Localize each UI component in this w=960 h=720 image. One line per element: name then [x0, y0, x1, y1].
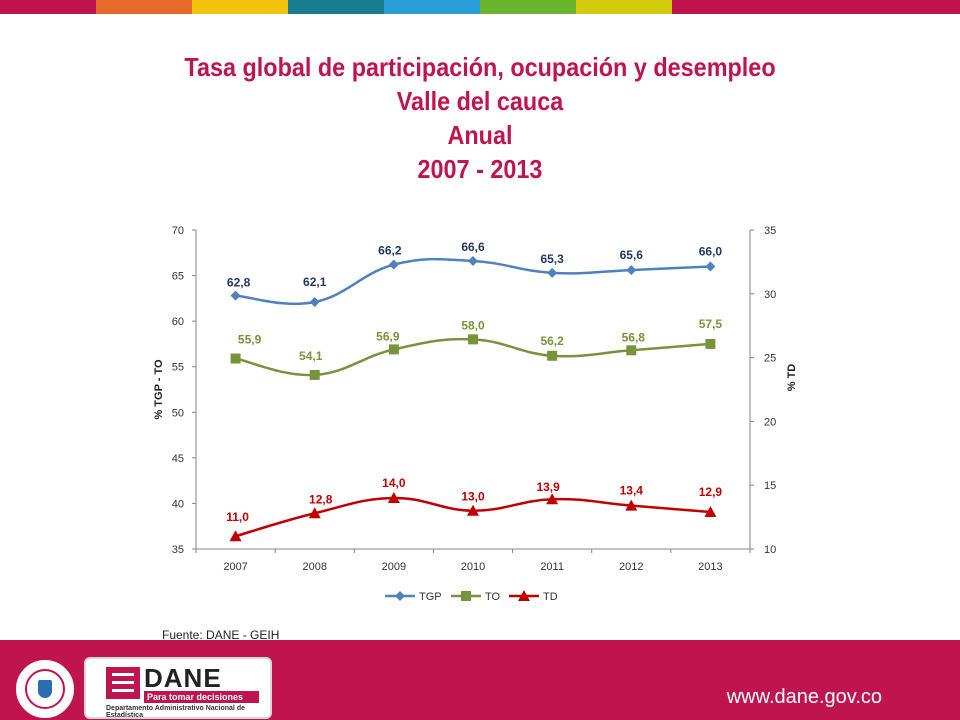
colombia-seal-logo: [14, 658, 76, 720]
slide-title: Tasa global de participación, ocupación …: [0, 50, 960, 186]
top-stripe: [480, 0, 576, 14]
top-stripe: [192, 0, 288, 14]
data-label-td: 12,9: [699, 485, 723, 499]
top-stripe: [672, 0, 768, 14]
point-td: [704, 505, 717, 517]
right-axis-title: % TD: [786, 364, 798, 392]
line-chart: 35 40 45 50 55 60 65 70 10 15 20 25 30 35 2007 2008 2009…: [153, 225, 798, 603]
legend-entry-to: TO: [485, 591, 501, 603]
left-tick-label: 50: [172, 407, 184, 419]
title-line-1: Tasa global de participación, ocupación …: [184, 52, 776, 82]
left-tick-label: 55: [172, 362, 184, 374]
data-label-to: 56,9: [376, 329, 400, 343]
point-to: [626, 345, 637, 356]
point-td: [467, 504, 479, 516]
x-tick-label: 2013: [698, 561, 722, 573]
title-line-4: 2007 - 2013: [417, 154, 543, 184]
top-stripe: [96, 0, 192, 14]
point-tgp: [388, 259, 399, 270]
point-to: [230, 353, 241, 364]
data-label-tgp: 66,0: [699, 244, 723, 258]
dane-logo-tagline: Para tomar decisiones: [144, 691, 259, 703]
data-label-to: 55,9: [238, 333, 262, 347]
dane-logo-word: DANE: [144, 663, 222, 693]
left-tick-label: 60: [172, 316, 184, 328]
data-label-to: 58,0: [461, 318, 485, 332]
left-axis-title: % TGP - TO: [153, 359, 165, 420]
point-tgp: [626, 265, 637, 276]
data-label-to: 57,5: [699, 317, 723, 331]
shield-icon: [38, 680, 52, 698]
data-label-tgp: 65,6: [620, 248, 644, 262]
legend-marker-tgp: [395, 591, 405, 601]
point-tgp: [705, 261, 716, 272]
left-tick-label: 35: [172, 544, 184, 556]
x-tick-label: 2010: [461, 561, 485, 573]
data-label-to: 56,8: [622, 330, 646, 344]
point-to: [705, 338, 716, 349]
left-tick-label: 45: [172, 453, 184, 465]
top-color-bar: [0, 0, 960, 14]
data-label-tgp: 62,1: [303, 275, 327, 289]
legend-entry-td: TD: [543, 591, 558, 603]
x-tick-label: 2007: [223, 561, 247, 573]
point-to: [547, 350, 558, 361]
right-tick-label: 35: [764, 225, 776, 237]
dane-logo-subtitle: Departamento Administrativo Nacional de …: [106, 705, 245, 719]
right-tick-label: 30: [764, 289, 776, 301]
dane-logo[interactable]: DANE Para tomar decisiones Departamento …: [84, 657, 272, 719]
data-label-tgp: 66,2: [378, 244, 402, 258]
top-stripe: [0, 0, 96, 14]
point-td: [387, 491, 400, 503]
right-tick-label: 20: [764, 416, 776, 428]
title-line-2: Valle del cauca: [396, 86, 564, 116]
x-tick-label: 2012: [619, 561, 643, 573]
point-td: [546, 493, 559, 505]
point-td: [308, 507, 321, 519]
point-tgp: [468, 255, 478, 266]
point-td: [625, 499, 638, 511]
point-tgp: [309, 297, 320, 308]
data-label-tgp: 66,6: [461, 240, 485, 254]
point-td: [229, 530, 242, 542]
data-label-to: 56,2: [540, 334, 564, 348]
seal-ring: [25, 669, 65, 709]
data-label-td: 13,0: [461, 490, 485, 504]
data-label-td: 12,8: [309, 492, 333, 506]
x-tick-label: 2011: [540, 561, 564, 573]
right-tick-label: 10: [764, 544, 776, 556]
data-label-td: 11,0: [226, 510, 249, 524]
data-label-td: 13,9: [536, 480, 560, 494]
top-stripe: [576, 0, 672, 14]
legend-marker-td: [518, 590, 530, 601]
x-tick-label: 2008: [302, 561, 326, 573]
dane-mark-icon: [106, 667, 140, 699]
point-to: [309, 369, 320, 380]
data-label-td: 13,4: [620, 484, 644, 498]
point-tgp: [230, 290, 241, 301]
legend-entry-tgp: TGP: [419, 591, 442, 603]
right-tick-label: 15: [764, 480, 776, 492]
data-label-td: 14,0: [382, 476, 406, 490]
point-tgp: [547, 267, 558, 278]
left-tick-label: 40: [172, 498, 184, 510]
point-to: [468, 334, 478, 345]
right-tick-label: 25: [764, 353, 776, 365]
data-label-to: 54,1: [299, 349, 323, 363]
data-label-tgp: 62,8: [227, 276, 251, 290]
title-line-3: Anual: [447, 120, 513, 150]
data-label-tgp: 65,3: [540, 252, 564, 266]
source-note: Fuente: DANE - GEIH: [162, 628, 280, 642]
left-tick-label: 65: [172, 271, 184, 283]
website-link[interactable]: www.dane.gov.co: [726, 686, 882, 708]
top-stripe: [864, 0, 960, 14]
top-stripe: [768, 0, 864, 14]
top-stripe: [384, 0, 480, 14]
top-stripe: [288, 0, 384, 14]
legend-marker-to: [461, 591, 471, 601]
left-tick-label: 70: [172, 225, 184, 237]
point-to: [388, 344, 399, 355]
x-tick-label: 2009: [382, 561, 406, 573]
